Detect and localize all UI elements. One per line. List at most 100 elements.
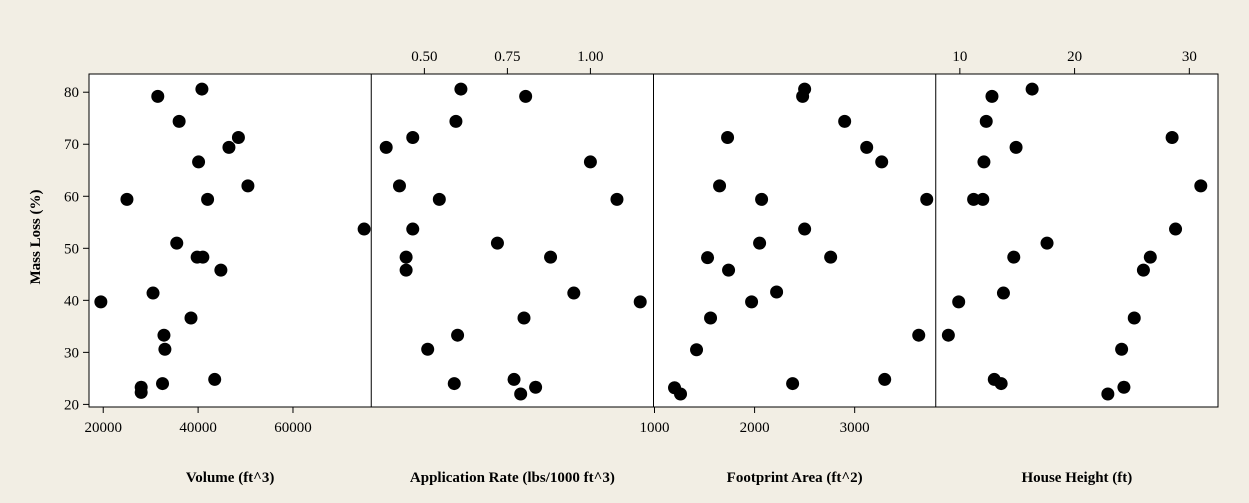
y-tick-label: 70 [64, 137, 79, 153]
y-tick-label: 30 [64, 345, 79, 361]
y-tick-label: 40 [64, 293, 79, 309]
data-point [231, 130, 245, 144]
data-point [201, 192, 215, 206]
data-point [208, 372, 222, 386]
x-tick-label: 40000 [179, 420, 217, 436]
data-point [786, 377, 800, 391]
data-point [1194, 179, 1208, 193]
data-point [583, 155, 597, 169]
data-point [721, 130, 735, 144]
y-tick-label: 80 [64, 85, 79, 101]
panel-1: 20000 40000 60000 Volume (ft^3) [84, 82, 371, 486]
data-point [120, 192, 134, 206]
data-point [878, 372, 892, 386]
x-tick-label: 3000 [840, 420, 870, 436]
data-point [192, 155, 206, 169]
x-tick-label: 20 [1067, 49, 1082, 65]
x-tick-label: 30 [1182, 49, 1197, 65]
data-point [172, 114, 186, 128]
data-point [507, 372, 521, 386]
panel-4: 10 20 30 House Height (ft) [935, 49, 1208, 486]
x-axis-label: House Height (ft) [1021, 470, 1132, 486]
data-point [406, 222, 420, 236]
data-point [977, 155, 991, 169]
data-point [1115, 342, 1129, 356]
y-tick-label: 50 [64, 241, 79, 257]
data-point [976, 192, 990, 206]
data-point [860, 140, 874, 154]
data-point [1025, 82, 1039, 96]
data-point [979, 114, 993, 128]
x-axis-label: Application Rate (lbs/1000 ft^3) [410, 470, 615, 486]
data-point [399, 250, 413, 264]
data-point [755, 192, 769, 206]
data-point [994, 377, 1008, 391]
data-point [214, 263, 228, 277]
data-point [170, 236, 184, 250]
data-point [1143, 250, 1157, 264]
data-point [158, 342, 172, 356]
data-point [952, 295, 966, 309]
data-point [490, 236, 504, 250]
data-point [134, 380, 148, 394]
x-tick-label: 0.75 [494, 49, 520, 65]
data-point [701, 251, 715, 265]
data-point [912, 328, 926, 342]
data-point [1007, 250, 1021, 264]
data-point [674, 387, 688, 401]
data-point [722, 263, 736, 277]
data-point [392, 179, 406, 193]
data-point [798, 82, 812, 96]
data-point [704, 311, 718, 325]
data-point [941, 328, 955, 342]
y-tick-label: 20 [64, 397, 79, 413]
data-point [529, 380, 543, 394]
data-point [996, 286, 1010, 300]
data-point [713, 179, 727, 193]
data-point [196, 250, 210, 264]
x-tick-label: 0.50 [411, 49, 437, 65]
data-point [1165, 130, 1179, 144]
x-axis-label: Footprint Area (ft^2) [727, 470, 863, 486]
panel-3: 1000 2000 3000 Footprint Area (ft^2) [640, 74, 934, 486]
data-point [156, 377, 170, 391]
data-point [94, 295, 108, 309]
data-point [379, 140, 393, 154]
x-tick-label: 1.00 [577, 49, 603, 65]
data-point [517, 311, 531, 325]
data-point [1040, 236, 1054, 250]
panels: 20000 40000 60000 Volume (ft^3) 0.50 0.75 1.00… [84, 49, 1208, 486]
data-point [1169, 222, 1183, 236]
data-point [146, 286, 160, 300]
panel-2: 0.50 0.75 1.00 Application Rate (lbs/1000 f… [370, 49, 647, 486]
data-point [875, 155, 889, 169]
data-point [967, 192, 981, 206]
data-point [1136, 263, 1150, 277]
x-tick-label: 60000 [274, 420, 312, 436]
x-tick-label: 10 [952, 49, 967, 65]
data-point [432, 192, 446, 206]
data-point [770, 285, 784, 299]
data-point [745, 295, 759, 309]
data-point [195, 82, 209, 96]
x-axis-label: Volume (ft^3) [186, 470, 275, 486]
data-point [1117, 380, 1131, 394]
data-point [690, 343, 704, 357]
y-axis-label: Mass Loss (%) [28, 189, 44, 284]
data-point [920, 192, 934, 206]
data-point [151, 89, 165, 103]
data-point [753, 236, 767, 250]
data-point [544, 250, 558, 264]
x-tick-label: 1000 [640, 420, 670, 436]
y-axis: 20 30 40 50 60 70 80 [64, 85, 89, 413]
data-point [357, 222, 371, 236]
data-point [567, 286, 581, 300]
data-point [449, 114, 463, 128]
data-point [514, 387, 528, 401]
data-point [451, 328, 465, 342]
x-tick-label: 20000 [84, 420, 122, 436]
data-point [824, 250, 838, 264]
data-point [1101, 387, 1115, 401]
data-point [985, 89, 999, 103]
